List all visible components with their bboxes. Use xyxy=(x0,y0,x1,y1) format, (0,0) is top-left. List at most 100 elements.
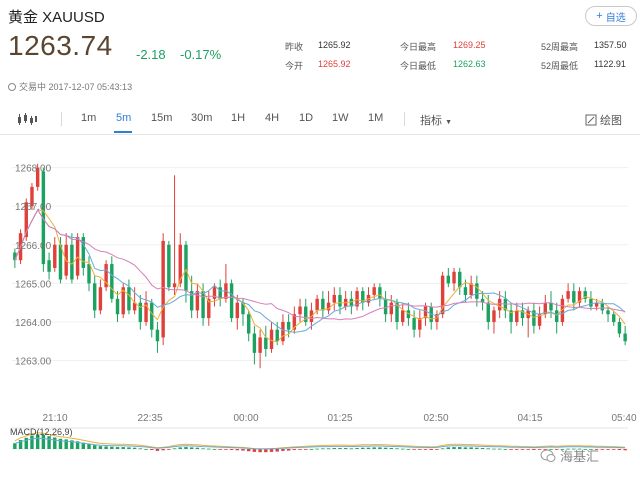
clock-icon xyxy=(8,82,16,91)
period-4h[interactable]: 4H xyxy=(265,112,280,124)
y-tick-label: 1265.00 xyxy=(15,279,52,290)
stat-label-open: 今开 xyxy=(285,61,304,71)
candle-body xyxy=(110,264,114,299)
current-price: 1263.74 xyxy=(8,30,113,61)
candle-body xyxy=(298,306,302,315)
period-30m[interactable]: 30m xyxy=(191,112,213,124)
y-tick-label: 1264.00 xyxy=(15,318,52,329)
add-watchlist-button[interactable]: + 自选 xyxy=(585,6,637,26)
candle-body xyxy=(475,283,479,299)
candle-body xyxy=(452,271,456,284)
x-tick-label: 21:10 xyxy=(42,413,67,424)
candle-body xyxy=(286,321,291,330)
y-axis-labels: 1268.00 1267.00 1266.00 1265.00 1264.00 1263.… xyxy=(15,164,52,368)
y-tick-label: 1263.00 xyxy=(15,357,52,368)
candle-body xyxy=(361,291,365,303)
macd-bar xyxy=(343,448,348,449)
candle-body xyxy=(304,306,308,322)
candle-body xyxy=(423,306,428,319)
candle-body xyxy=(503,298,508,311)
period-1m[interactable]: 1m xyxy=(81,112,97,124)
candlesticks xyxy=(13,163,627,369)
candle-body xyxy=(144,302,148,322)
candle-body xyxy=(623,333,627,342)
x-tick-label: 02:50 xyxy=(423,413,448,424)
toolbar-divider xyxy=(61,112,62,126)
macd-bar xyxy=(469,447,473,449)
candle-body xyxy=(275,329,279,342)
macd-bar xyxy=(361,447,365,449)
period-5m[interactable]: 5m xyxy=(116,112,132,124)
macd-bar xyxy=(509,449,513,450)
macd-bar xyxy=(87,443,91,449)
macd-bar xyxy=(35,434,40,449)
candle-body xyxy=(560,298,565,322)
macd-bar xyxy=(429,449,433,450)
stat-value-prev-close: 1265.92 xyxy=(318,40,351,50)
draw-tool-button[interactable]: 绘图 xyxy=(585,112,622,128)
stat-value-day-high: 1269.25 xyxy=(453,40,486,50)
macd-bar xyxy=(212,449,217,450)
stat-label-52w-high: 52周最高 xyxy=(541,42,579,52)
active-period-indicator xyxy=(114,131,132,133)
candle-body xyxy=(532,310,536,326)
candle-body xyxy=(406,310,411,319)
x-tick-label: 05:40 xyxy=(611,413,636,424)
macd-dif-line xyxy=(14,432,626,450)
period-1mo[interactable]: 1M xyxy=(368,112,384,124)
period-1w[interactable]: 1W xyxy=(332,112,349,124)
candle-body xyxy=(577,291,582,303)
macd-bar xyxy=(520,449,525,450)
macd-bar xyxy=(435,449,439,450)
macd-bar xyxy=(207,448,211,450)
indicator-menu[interactable]: 指标 ▼ xyxy=(420,112,452,128)
period-15m[interactable]: 15m xyxy=(151,112,173,124)
candle-body xyxy=(520,310,525,319)
candle-body xyxy=(395,302,399,322)
candle-body xyxy=(480,298,485,303)
macd-bar xyxy=(104,446,108,449)
candle-body xyxy=(172,283,177,288)
macd-bar xyxy=(412,449,416,450)
ma10-line xyxy=(14,209,626,333)
candle-body xyxy=(212,287,217,299)
candle-body xyxy=(292,314,297,330)
chat-bubble-icon xyxy=(540,449,556,462)
macd-bar xyxy=(332,448,336,449)
candle-body xyxy=(355,291,359,307)
price-chart[interactable]: 1268.00 1267.00 1266.00 1265.00 1264.00 1263.… xyxy=(0,136,640,484)
macd-label: MACD(12,26,9) xyxy=(10,427,73,437)
candlestick-icon[interactable] xyxy=(16,112,38,131)
candle-body xyxy=(458,271,462,288)
candle-body xyxy=(184,244,188,292)
candle-body xyxy=(161,240,165,338)
macd-bar xyxy=(395,448,399,450)
macd-bar xyxy=(418,449,422,450)
macd-bar xyxy=(53,437,57,449)
macd-bar xyxy=(224,449,228,450)
macd-bar xyxy=(115,447,120,449)
ma20-line xyxy=(14,209,626,321)
candle-body xyxy=(469,283,473,295)
candle-body xyxy=(127,287,131,311)
macd-bar xyxy=(349,448,354,450)
period-1h[interactable]: 1H xyxy=(231,112,246,124)
macd-panel xyxy=(12,427,628,453)
macd-bar xyxy=(406,449,411,450)
macd-bar xyxy=(309,449,314,450)
candle-body xyxy=(554,310,559,322)
macd-bar xyxy=(189,447,194,449)
candle-body xyxy=(537,314,542,326)
period-1d[interactable]: 1D xyxy=(299,112,314,124)
macd-bar xyxy=(18,440,23,449)
macd-bar xyxy=(47,436,51,449)
candle-body xyxy=(150,302,154,330)
candle-body xyxy=(30,186,34,207)
macd-bar xyxy=(121,447,125,449)
toolbar-divider xyxy=(404,112,405,126)
candle-body xyxy=(572,291,576,303)
moving-averages xyxy=(14,209,626,343)
candle-body xyxy=(463,287,468,295)
candle-body xyxy=(41,171,46,265)
candle-body xyxy=(583,291,587,299)
